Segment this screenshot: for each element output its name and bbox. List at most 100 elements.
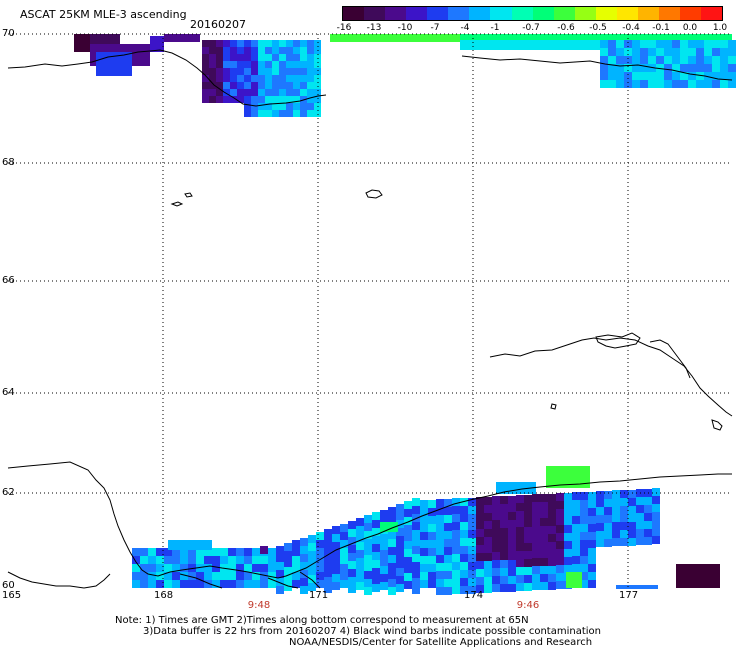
data-cell — [396, 552, 404, 560]
data-cell — [468, 562, 476, 570]
data-cell — [196, 548, 204, 556]
data-cell — [300, 562, 308, 570]
data-cell — [396, 520, 404, 528]
data-cell — [276, 578, 284, 586]
data-cell — [180, 548, 188, 556]
data-cell — [228, 556, 236, 564]
data-cell — [728, 48, 736, 56]
data-cell — [202, 89, 209, 96]
data-cell — [260, 572, 268, 580]
data-cell — [348, 537, 356, 545]
data-cell — [468, 578, 476, 586]
data-cell — [209, 40, 216, 47]
data-cell — [364, 547, 372, 555]
data-cell — [202, 54, 209, 61]
data-cell — [548, 558, 556, 566]
data-cell — [572, 548, 580, 556]
data-cell — [412, 570, 420, 578]
data-cell — [204, 564, 212, 572]
data-cell — [452, 586, 460, 594]
colorbar-label: 0.0 — [682, 23, 698, 33]
colorbar-label: -0.7 — [522, 23, 540, 33]
data-cell — [96, 52, 132, 76]
data-cell — [228, 548, 236, 556]
data-cell — [460, 586, 468, 594]
data-cell — [500, 576, 508, 584]
data-cell — [548, 526, 556, 534]
data-cell — [532, 534, 540, 542]
data-cell — [230, 61, 237, 68]
data-cell — [286, 103, 293, 110]
data-cell — [524, 535, 532, 543]
data-cell — [300, 554, 308, 562]
data-cell — [293, 103, 300, 110]
data-cell — [600, 64, 608, 72]
data-cell — [580, 580, 588, 588]
data-cell — [380, 534, 388, 542]
data-cell — [580, 556, 588, 564]
data-cell — [672, 48, 680, 56]
coastline-south-east-2 — [267, 577, 299, 589]
colorbar-segment — [680, 7, 702, 20]
data-cell — [220, 572, 228, 580]
data-cell — [164, 580, 172, 588]
data-cell — [508, 568, 516, 576]
data-cell — [307, 68, 314, 75]
data-cell — [258, 40, 265, 47]
data-cell — [484, 569, 492, 577]
data-cell — [209, 61, 216, 68]
colorbar-label: -0.5 — [589, 23, 607, 33]
data-cell — [412, 586, 420, 594]
data-cell — [500, 560, 508, 568]
island-a — [365, 189, 383, 199]
data-cell — [712, 56, 720, 64]
data-cell — [258, 89, 265, 96]
colorbar-segment — [574, 7, 596, 20]
data-cell — [680, 80, 688, 88]
data-cell — [428, 516, 436, 524]
data-cell — [412, 538, 420, 546]
data-cell — [212, 580, 220, 588]
data-cell — [251, 75, 258, 82]
data-cell — [364, 539, 372, 547]
data-cell — [632, 56, 640, 64]
data-cell — [316, 540, 324, 548]
data-cell — [272, 89, 279, 96]
data-cell — [580, 524, 588, 532]
data-cell — [468, 554, 476, 562]
data-cell — [202, 75, 209, 82]
data-cell — [372, 576, 380, 584]
data-cell — [604, 507, 612, 515]
data-cell — [348, 569, 356, 577]
data-cell — [412, 546, 420, 554]
data-cell — [420, 564, 428, 572]
data-cell — [508, 536, 516, 544]
data-cell — [272, 68, 279, 75]
data-cell — [340, 532, 348, 540]
data-cell — [628, 522, 636, 530]
data-cell — [532, 510, 540, 518]
data-cell — [484, 521, 492, 529]
data-cell — [188, 572, 196, 580]
data-cell — [652, 520, 660, 528]
data-cell — [251, 61, 258, 68]
data-cell — [244, 54, 251, 61]
data-cell — [258, 75, 265, 82]
data-cell — [244, 572, 252, 580]
data-cell — [508, 512, 516, 520]
data-cell — [164, 572, 172, 580]
data-cell — [704, 72, 712, 80]
data-cell — [251, 96, 258, 103]
data-cell — [164, 556, 172, 564]
data-cell — [279, 47, 286, 54]
data-cell — [672, 40, 680, 48]
data-cell — [604, 515, 612, 523]
data-cell — [237, 40, 244, 47]
data-cell — [696, 48, 704, 56]
data-cell — [604, 491, 612, 499]
data-cell — [548, 574, 556, 582]
data-cell — [300, 546, 308, 554]
lat-tick-label: 70 — [2, 28, 15, 39]
data-cell — [292, 556, 300, 564]
data-cell — [436, 531, 444, 539]
